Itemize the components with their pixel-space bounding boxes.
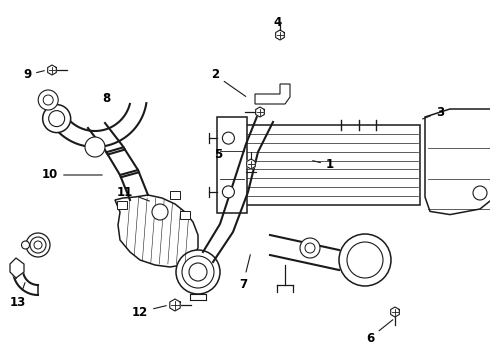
Text: 11: 11 <box>117 185 149 201</box>
Polygon shape <box>10 258 24 278</box>
Text: 3: 3 <box>422 105 444 119</box>
Bar <box>170 191 180 199</box>
Circle shape <box>182 256 214 288</box>
Polygon shape <box>256 107 264 117</box>
Text: 4: 4 <box>274 15 282 32</box>
Polygon shape <box>276 30 284 40</box>
Polygon shape <box>115 195 198 267</box>
Circle shape <box>38 90 58 110</box>
Polygon shape <box>246 159 255 169</box>
Text: 12: 12 <box>132 306 166 319</box>
Circle shape <box>189 263 207 281</box>
Polygon shape <box>255 84 290 104</box>
Circle shape <box>22 241 29 249</box>
Circle shape <box>222 132 234 144</box>
Circle shape <box>30 237 46 253</box>
Circle shape <box>222 186 234 198</box>
Bar <box>217 117 247 213</box>
Text: 6: 6 <box>366 320 393 345</box>
Circle shape <box>49 111 65 127</box>
Circle shape <box>305 243 315 253</box>
Polygon shape <box>48 65 56 75</box>
Circle shape <box>34 241 42 249</box>
Circle shape <box>43 105 71 132</box>
Circle shape <box>347 242 383 278</box>
Bar <box>117 201 127 209</box>
Circle shape <box>473 186 487 200</box>
Circle shape <box>339 234 391 286</box>
Text: 10: 10 <box>42 168 102 181</box>
Text: 8: 8 <box>102 91 110 104</box>
Text: 1: 1 <box>313 158 334 171</box>
Circle shape <box>300 238 320 258</box>
Circle shape <box>43 95 53 105</box>
Bar <box>180 211 190 219</box>
Text: 9: 9 <box>23 68 44 81</box>
Circle shape <box>176 250 220 294</box>
Polygon shape <box>170 299 180 311</box>
Text: 7: 7 <box>239 255 250 291</box>
Circle shape <box>26 233 50 257</box>
Polygon shape <box>391 307 399 317</box>
Polygon shape <box>425 109 490 215</box>
Circle shape <box>85 137 105 157</box>
Circle shape <box>152 204 168 220</box>
Text: 5: 5 <box>214 148 222 162</box>
Text: 2: 2 <box>211 68 245 96</box>
Bar <box>245 125 420 205</box>
Text: 13: 13 <box>10 283 26 309</box>
